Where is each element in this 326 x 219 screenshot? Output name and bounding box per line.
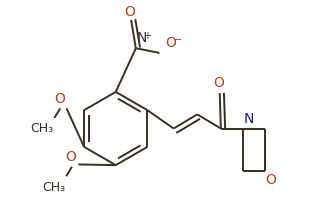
Text: O: O [266,173,276,187]
Text: CH₃: CH₃ [30,122,53,135]
Text: CH₃: CH₃ [42,180,65,194]
Text: O: O [66,150,77,164]
Text: O: O [166,36,176,50]
Text: −: − [172,35,182,45]
Text: O: O [125,5,135,19]
Text: +: + [143,31,151,41]
Text: O: O [54,92,65,106]
Text: N: N [244,112,254,126]
Text: O: O [213,76,224,90]
Text: N: N [137,31,147,45]
